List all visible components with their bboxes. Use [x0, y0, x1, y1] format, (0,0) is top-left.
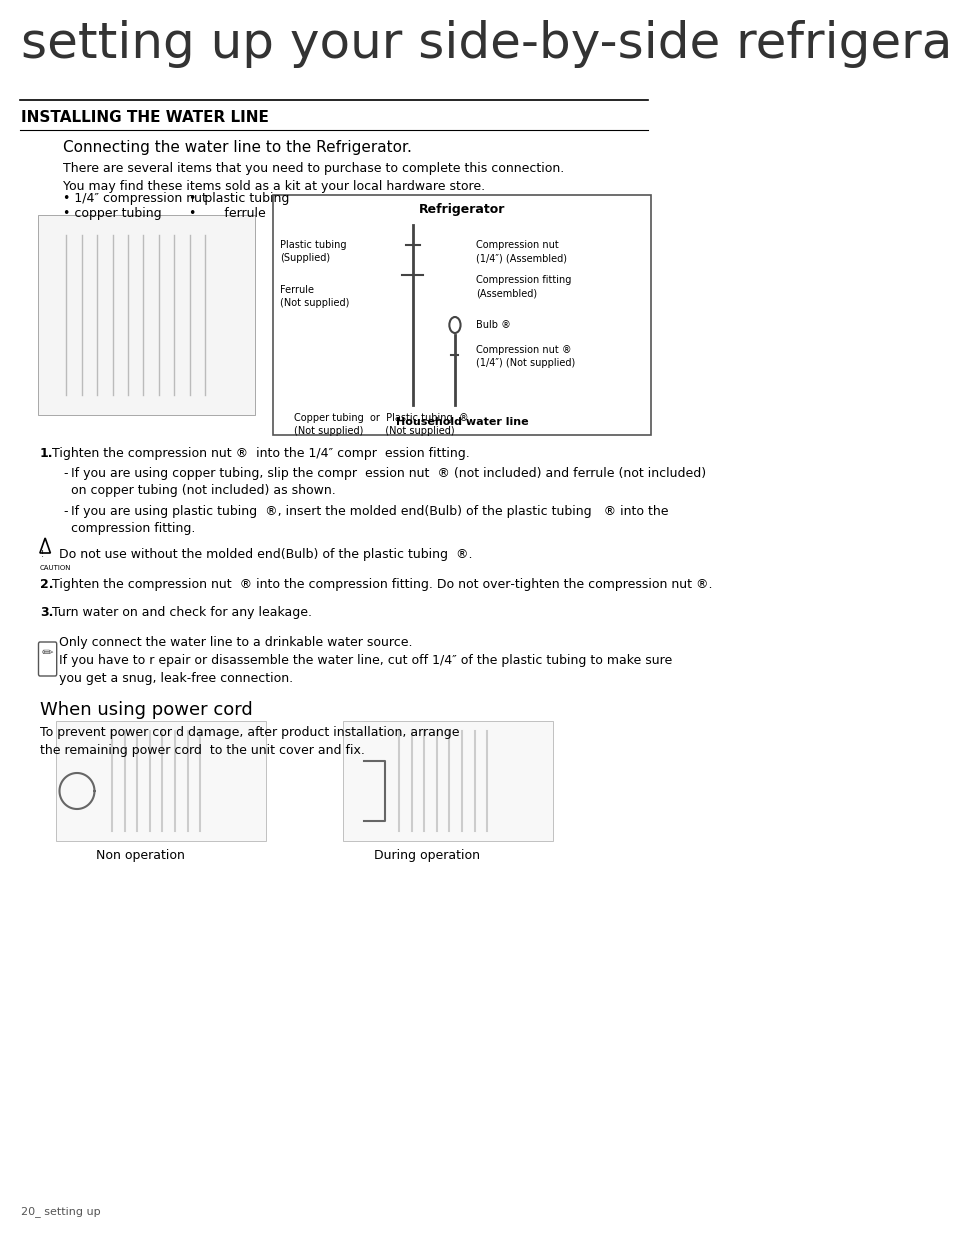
Text: Copper tubing  or  Plastic tubing  ®
(Not supplied)       (Not supplied): Copper tubing or Plastic tubing ® (Not s… [294, 412, 468, 436]
Text: Plastic tubing
(Supplied): Plastic tubing (Supplied) [279, 240, 346, 263]
Text: ✏: ✏ [42, 646, 53, 659]
Text: Compression nut
(1/4″) (Assembled): Compression nut (1/4″) (Assembled) [476, 240, 566, 263]
FancyBboxPatch shape [38, 215, 255, 415]
Text: 2.: 2. [40, 578, 53, 592]
Text: Tighten the compression nut ®  into the 1/4″ compr  ession fitting.: Tighten the compression nut ® into the 1… [52, 447, 470, 459]
Text: Do not use without the molded end(Bulb) of the plastic tubing  ®.: Do not use without the molded end(Bulb) … [59, 548, 473, 561]
Text: Household water line: Household water line [395, 417, 528, 427]
Text: 20_ setting up: 20_ setting up [21, 1207, 100, 1216]
Text: -: - [63, 467, 68, 480]
Text: • 1/4″ compression nut: • 1/4″ compression nut [63, 191, 207, 205]
Text: INSTALLING THE WATER LINE: INSTALLING THE WATER LINE [21, 110, 269, 125]
Text: Tighten the compression nut  ® into the compression fitting. Do not over‐tighten: Tighten the compression nut ® into the c… [52, 578, 712, 592]
Text: During operation: During operation [374, 848, 479, 862]
Text: Non operation: Non operation [95, 848, 184, 862]
FancyBboxPatch shape [38, 642, 56, 676]
Text: Only connect the water line to a drinkable water source.
If you have to r epair : Only connect the water line to a drinkab… [59, 636, 672, 685]
FancyBboxPatch shape [56, 721, 266, 841]
Text: Compression nut ®
(1/4″) (Not supplied): Compression nut ® (1/4″) (Not supplied) [476, 345, 575, 368]
Text: If you are using copper tubing, slip the compr  ession nut  ® (not included) and: If you are using copper tubing, slip the… [71, 467, 706, 496]
Text: 1.: 1. [40, 447, 53, 459]
Text: • copper tubing: • copper tubing [63, 207, 161, 220]
Text: Refrigerator: Refrigerator [418, 203, 504, 216]
Text: •  plastic tubing: • plastic tubing [189, 191, 289, 205]
Text: If you are using plastic tubing  ®, insert the molded end(Bulb) of the plastic t: If you are using plastic tubing ®, inser… [71, 505, 668, 535]
Text: Compression fitting
(Assembled): Compression fitting (Assembled) [476, 275, 571, 298]
Text: !: ! [40, 550, 44, 559]
Text: When using power cord: When using power cord [40, 701, 253, 719]
FancyBboxPatch shape [342, 721, 553, 841]
Text: There are several items that you need to purchase to complete this connection.
Y: There are several items that you need to… [63, 162, 563, 193]
Text: setting up your side-by-side refrigerator: setting up your side-by-side refrigerato… [21, 20, 953, 68]
Text: Ferrule
(Not supplied): Ferrule (Not supplied) [279, 285, 349, 309]
Text: 3.: 3. [40, 606, 53, 619]
Text: CAUTION: CAUTION [40, 564, 71, 571]
Text: To prevent power cor d damage, after product installation, arrange
the remaining: To prevent power cor d damage, after pro… [40, 726, 459, 757]
Text: Turn water on and check for any leakage.: Turn water on and check for any leakage. [52, 606, 313, 619]
Text: •       ferrule: • ferrule [189, 207, 266, 220]
Text: Connecting the water line to the Refrigerator.: Connecting the water line to the Refrige… [63, 140, 412, 156]
FancyBboxPatch shape [273, 195, 650, 435]
Text: Bulb ®: Bulb ® [476, 320, 510, 330]
Text: -: - [63, 505, 68, 517]
